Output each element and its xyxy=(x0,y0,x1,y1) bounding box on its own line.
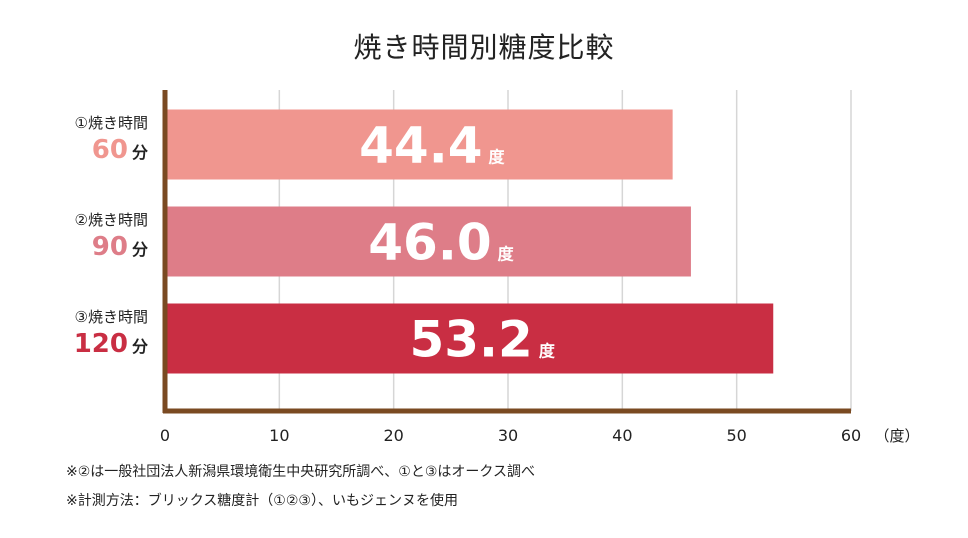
category-label: ②焼き時間 90 分 xyxy=(30,210,148,267)
category-label-line1: ③焼き時間 xyxy=(74,307,148,326)
category-time-value: 60 xyxy=(91,134,128,165)
x-tick-label: 50 xyxy=(726,426,746,445)
chart-title: 焼き時間別糖度比較 xyxy=(353,31,615,64)
bar xyxy=(165,303,774,374)
x-tick-label: 40 xyxy=(612,426,632,445)
bar xyxy=(165,206,691,277)
category-label-line2: 60 分 xyxy=(30,133,148,170)
x-tick-label: 0 xyxy=(160,426,170,445)
category-label-line2: 120 分 xyxy=(30,327,148,364)
category-label: ①焼き時間 60 分 xyxy=(30,113,148,170)
bar xyxy=(165,109,673,180)
bar-value-unit: 度 xyxy=(498,245,515,264)
x-tick-label: 10 xyxy=(269,426,289,445)
category-time-value: 90 xyxy=(91,231,128,262)
category-label-line2: 90 分 xyxy=(30,230,148,267)
x-tick-label: 60 xyxy=(841,426,861,445)
category-label-line1: ①焼き時間 xyxy=(74,113,148,132)
x-tick-label: 20 xyxy=(383,426,403,445)
category-time-unit: 分 xyxy=(131,142,148,162)
x-axis-unit-label: （度） xyxy=(874,427,919,445)
bar-value-unit: 度 xyxy=(539,342,556,361)
category-time-unit: 分 xyxy=(131,336,148,356)
category-label: ③焼き時間 120 分 xyxy=(30,307,148,364)
footnote-method: ※計測方法：ブリックス糖度計（①②③）、いもジェンヌを使用 xyxy=(66,493,458,509)
category-time-unit: 分 xyxy=(131,239,148,259)
bar-value-label: 53.2 xyxy=(409,311,532,369)
bar-value-label: 44.4 xyxy=(359,117,482,175)
category-time-value: 120 xyxy=(73,328,128,359)
bar-value-unit: 度 xyxy=(489,148,506,167)
footnote-source: ※②は一般社団法人新潟県環境衛生中央研究所調べ、①と③はオークス調べ xyxy=(66,464,535,480)
bar-value-label: 46.0 xyxy=(368,214,491,272)
category-label-line1: ②焼き時間 xyxy=(74,210,148,229)
x-tick-label: 30 xyxy=(498,426,518,445)
